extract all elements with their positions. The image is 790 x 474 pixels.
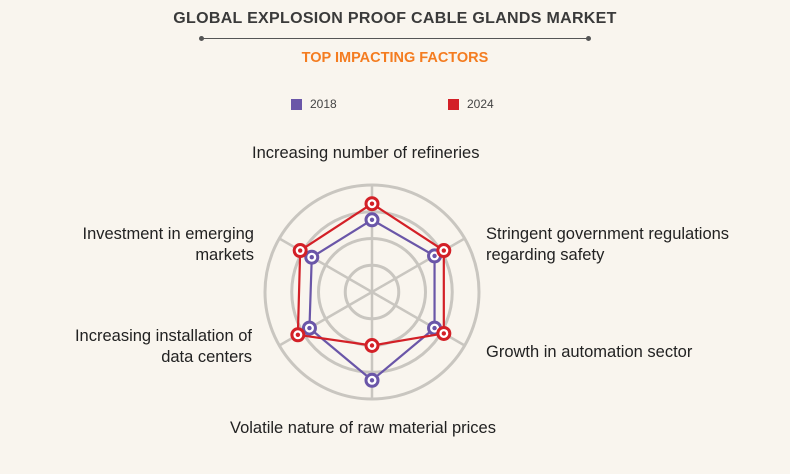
series-point-center-2018-3 [432, 325, 437, 331]
axis-label-refineries: Increasing number of refineries [252, 143, 479, 164]
series-point-center-2018-6 [309, 255, 314, 260]
legend-swatch-2024 [448, 98, 459, 110]
legend-item-2024: 2024 [448, 97, 494, 111]
axis-label-regulations: Stringent government regulations regardi… [486, 224, 729, 266]
axis-label-line: Volatile nature of raw material prices [230, 419, 496, 437]
series-point-center-2024-6 [297, 248, 303, 253]
chart-subtitle: TOP IMPACTING FACTORS [301, 50, 489, 66]
series-point-center-2018-4 [369, 378, 375, 383]
axis-label-automation: Growth in automation sector [486, 342, 692, 363]
series-point-center-2024-1 [369, 201, 375, 206]
series-point-center-2024-5 [295, 332, 301, 337]
legend-label-2018: 2018 [310, 97, 337, 111]
series-point-center-2024-2 [441, 248, 447, 253]
axis-label-line: Stringent government regulations [486, 225, 730, 243]
series-point-center-2024-3 [441, 331, 447, 336]
series-point-center-2024-4 [369, 343, 375, 348]
series-point-center-2018-2 [432, 253, 437, 259]
axis-label-data-centers: Increasing installation of data centers [75, 326, 252, 368]
axis-label-line: markets [195, 246, 254, 264]
legend-label-2024: 2024 [467, 97, 494, 111]
series-point-center-2018-5 [307, 325, 312, 331]
title-divider [199, 35, 591, 41]
divider-dot-right [586, 35, 591, 41]
chart-title: GLOBAL EXPLOSION PROOF CABLE GLANDS MARK… [173, 10, 617, 27]
legend-swatch-2018 [291, 98, 302, 110]
axis-label-line: Investment in emerging [82, 225, 254, 243]
legend-item-2018: 2018 [291, 97, 337, 111]
axis-label-raw-material: Volatile nature of raw material prices [230, 418, 496, 439]
axis-label-line: Increasing installation of [74, 327, 252, 345]
axis-label-emerging-markets: Investment in emerging markets [82, 224, 254, 266]
axis-label-line: Increasing number of refineries [252, 144, 480, 162]
axis-label-line: Growth in automation sector [486, 343, 693, 361]
series-point-center-2018-1 [369, 217, 375, 222]
axis-label-line: data centers [161, 348, 252, 366]
axis-label-line: regarding safety [486, 246, 605, 264]
divider-dot-left [199, 35, 204, 41]
